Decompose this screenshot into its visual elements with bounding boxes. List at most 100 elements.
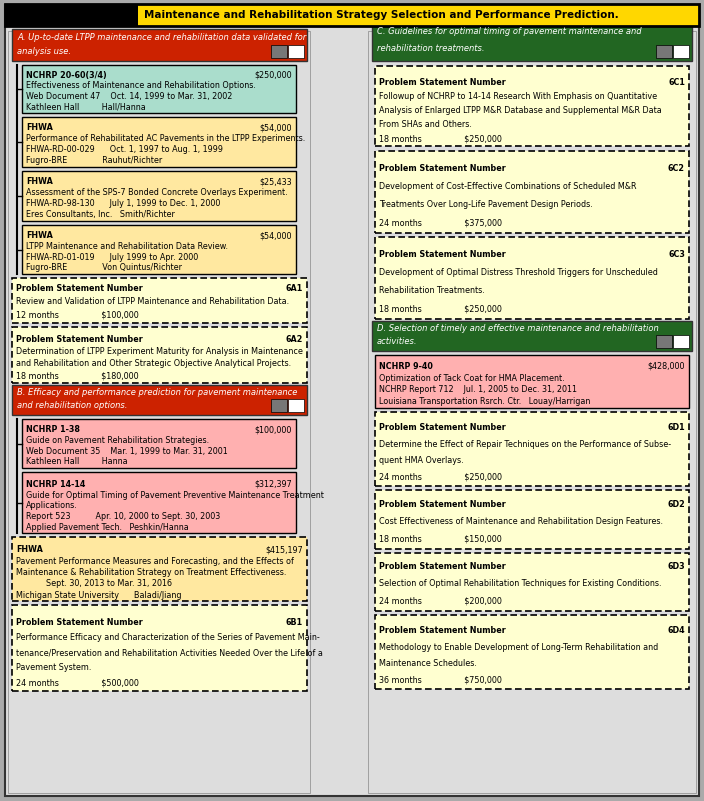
- Text: Development of Cost-Effective Combinations of Scheduled M&R: Development of Cost-Effective Combinatio…: [379, 183, 636, 191]
- Text: Problem Statement Number: Problem Statement Number: [379, 500, 505, 509]
- Text: NCHRP Report 712    Jul. 1, 2005 to Dec. 31, 2011: NCHRP Report 712 Jul. 1, 2005 to Dec. 31…: [379, 385, 577, 394]
- Text: H: H: [661, 47, 667, 56]
- Text: 2: 2: [679, 337, 684, 346]
- Text: Optimization of Tack Coat for HMA Placement.: Optimization of Tack Coat for HMA Placem…: [379, 373, 565, 383]
- Bar: [12, 327, 307, 383]
- Text: 6A2: 6A2: [286, 335, 303, 344]
- Text: Problem Statement Number: Problem Statement Number: [379, 78, 505, 87]
- Bar: [5, 4, 699, 26]
- Bar: [372, 321, 692, 351]
- Text: Problem Statement Number: Problem Statement Number: [379, 164, 505, 173]
- Text: Strategic Objective 6:: Strategic Objective 6:: [7, 10, 136, 20]
- Text: Rehabilitation Treatments.: Rehabilitation Treatments.: [379, 286, 485, 296]
- Text: Pavement Performance Measures and Forecasting, and the Effects of: Pavement Performance Measures and Foreca…: [16, 557, 294, 566]
- Bar: [271, 45, 287, 58]
- Text: 24 months                 $375,000: 24 months $375,000: [379, 219, 502, 227]
- Text: NCHRP 9-40: NCHRP 9-40: [379, 362, 433, 371]
- Text: Maintenance & Rehabilitation Strategy on Treatment Effectiveness.: Maintenance & Rehabilitation Strategy on…: [16, 568, 287, 577]
- Text: Methodology to Enable Development of Long-Term Rehabilitation and: Methodology to Enable Development of Lon…: [379, 642, 658, 652]
- Text: FHWA-RD-01-019      July 1999 to Apr. 2000: FHWA-RD-01-019 July 1999 to Apr. 2000: [26, 252, 199, 262]
- Bar: [375, 151, 689, 233]
- Text: C: C: [276, 47, 282, 56]
- Bar: [12, 385, 307, 415]
- Bar: [375, 490, 689, 549]
- Text: NCHRP 20-60(3/4): NCHRP 20-60(3/4): [26, 70, 107, 80]
- Text: 6C2: 6C2: [668, 164, 685, 173]
- Text: FHWA-RD-00-029      Oct. 1, 1997 to Aug. 1, 1999: FHWA-RD-00-029 Oct. 1, 1997 to Aug. 1, 1…: [26, 145, 223, 155]
- Text: NCHRP 1-38: NCHRP 1-38: [26, 425, 80, 434]
- Text: 12 months                 $100,000: 12 months $100,000: [16, 311, 139, 320]
- Text: 18 months                 $250,000: 18 months $250,000: [379, 134, 502, 143]
- Bar: [656, 335, 672, 348]
- Text: 2: 2: [294, 401, 298, 410]
- Text: $54,000: $54,000: [260, 231, 292, 240]
- Text: Cost Effectiveness of Maintenance and Rehabilitation Design Features.: Cost Effectiveness of Maintenance and Re…: [379, 517, 663, 525]
- Text: Treatments Over Long-Life Pavement Design Periods.: Treatments Over Long-Life Pavement Desig…: [379, 200, 593, 209]
- Text: Fugro-BRE              Von Quintus/Richter: Fugro-BRE Von Quintus/Richter: [26, 264, 182, 272]
- Text: Pavement System.: Pavement System.: [16, 663, 92, 672]
- Bar: [375, 355, 689, 408]
- Text: 24 months                 $250,000: 24 months $250,000: [379, 473, 502, 481]
- Text: LTPP Maintenance and Rehabilitation Data Review.: LTPP Maintenance and Rehabilitation Data…: [26, 242, 228, 251]
- Text: 6B1: 6B1: [286, 618, 303, 627]
- Text: 18 months                 $180,000: 18 months $180,000: [16, 372, 139, 380]
- Bar: [288, 399, 304, 412]
- Text: tenance/Preservation and Rehabilitation Activities Needed Over the Life of a: tenance/Preservation and Rehabilitation …: [16, 648, 323, 657]
- Text: $100,000: $100,000: [255, 425, 292, 434]
- Text: Maintenance Schedules.: Maintenance Schedules.: [379, 659, 477, 668]
- Bar: [22, 419, 296, 468]
- Bar: [375, 66, 689, 146]
- Text: $415,197: $415,197: [265, 545, 303, 554]
- Text: $428,000: $428,000: [648, 362, 685, 371]
- Text: 6A1: 6A1: [286, 284, 303, 293]
- Bar: [12, 278, 307, 323]
- Bar: [22, 225, 296, 274]
- Text: Report 523          Apr. 10, 2000 to Sept. 30, 2003: Report 523 Apr. 10, 2000 to Sept. 30, 20…: [26, 512, 220, 521]
- Bar: [368, 31, 696, 793]
- Text: and Rehabilitation and Other Strategic Objective Analytical Projects.: and Rehabilitation and Other Strategic O…: [16, 359, 291, 368]
- Text: Maintenance and Rehabilitation Strategy Selection and Performance Prediction.: Maintenance and Rehabilitation Strategy …: [144, 10, 619, 20]
- Text: Applied Pavement Tech.   Peshkin/Hanna: Applied Pavement Tech. Peshkin/Hanna: [26, 523, 189, 532]
- Bar: [12, 29, 307, 61]
- Text: activities.: activities.: [377, 337, 417, 346]
- Text: FHWA: FHWA: [26, 177, 53, 187]
- Text: FHWA-RD-98-130      July 1, 1999 to Dec. 1, 2000: FHWA-RD-98-130 July 1, 1999 to Dec. 1, 2…: [26, 199, 220, 208]
- Text: Performance Efficacy and Characterization of the Series of Pavement Main-: Performance Efficacy and Characterizatio…: [16, 633, 320, 642]
- Text: C. Guidelines for optimal timing of pavement maintenance and: C. Guidelines for optimal timing of pave…: [377, 27, 641, 36]
- Bar: [673, 335, 689, 348]
- Text: Problem Statement Number: Problem Statement Number: [16, 618, 143, 627]
- Text: and rehabilitation options.: and rehabilitation options.: [17, 401, 127, 410]
- Bar: [288, 45, 304, 58]
- Text: Development of Optimal Distress Threshold Triggers for Unscheduled: Development of Optimal Distress Threshol…: [379, 268, 658, 277]
- Text: Kathleen Hall         Hall/Hanna: Kathleen Hall Hall/Hanna: [26, 103, 146, 111]
- Text: Problem Statement Number: Problem Statement Number: [16, 284, 143, 293]
- Text: A. Up-to-date LTPP maintenance and rehabilitation data validated for: A. Up-to-date LTPP maintenance and rehab…: [17, 33, 306, 42]
- Text: 6D2: 6D2: [667, 500, 685, 509]
- Text: Guide for Optimal Timing of Pavement Preventive Maintenance Treatment: Guide for Optimal Timing of Pavement Pre…: [26, 490, 324, 500]
- Text: Sept. 30, 2013 to Mar. 31, 2016: Sept. 30, 2013 to Mar. 31, 2016: [16, 579, 172, 588]
- Text: Fugro-BRE              Rauhut/Richter: Fugro-BRE Rauhut/Richter: [26, 156, 162, 165]
- Text: NCHRP 14-14: NCHRP 14-14: [26, 480, 85, 489]
- Text: B. Efficacy and performance prediction for pavement maintenance: B. Efficacy and performance prediction f…: [17, 388, 297, 397]
- Text: Problem Statement Number: Problem Statement Number: [16, 335, 143, 344]
- Bar: [375, 553, 689, 611]
- Text: rehabilitation treatments.: rehabilitation treatments.: [377, 44, 484, 54]
- Bar: [22, 117, 296, 167]
- Text: Problem Statement Number: Problem Statement Number: [379, 626, 505, 635]
- Text: Eres Consultants, Inc.   Smith/Richter: Eres Consultants, Inc. Smith/Richter: [26, 211, 175, 219]
- Text: analysis use.: analysis use.: [17, 46, 71, 56]
- Text: Assessment of the SPS-7 Bonded Concrete Overlays Experiment.: Assessment of the SPS-7 Bonded Concrete …: [26, 188, 288, 197]
- Text: Review and Validation of LTPP Maintenance and Rehabilitation Data.: Review and Validation of LTPP Maintenanc…: [16, 297, 289, 307]
- Text: 6D3: 6D3: [667, 562, 685, 571]
- Text: Louisiana Transportation Rsrch. Ctr.   Louay/Harrigan: Louisiana Transportation Rsrch. Ctr. Lou…: [379, 397, 591, 406]
- Text: 24 months                 $500,000: 24 months $500,000: [16, 678, 139, 687]
- Text: quent HMA Overlays.: quent HMA Overlays.: [379, 456, 464, 465]
- Text: 6D1: 6D1: [667, 424, 685, 433]
- Bar: [673, 45, 689, 58]
- Bar: [656, 45, 672, 58]
- Text: Applications.: Applications.: [26, 501, 77, 510]
- Text: Determination of LTPP Experiment Maturity for Analysis in Maintenance: Determination of LTPP Experiment Maturit…: [16, 347, 303, 356]
- Bar: [5, 4, 138, 26]
- Bar: [12, 537, 307, 601]
- Text: 1: 1: [294, 47, 298, 56]
